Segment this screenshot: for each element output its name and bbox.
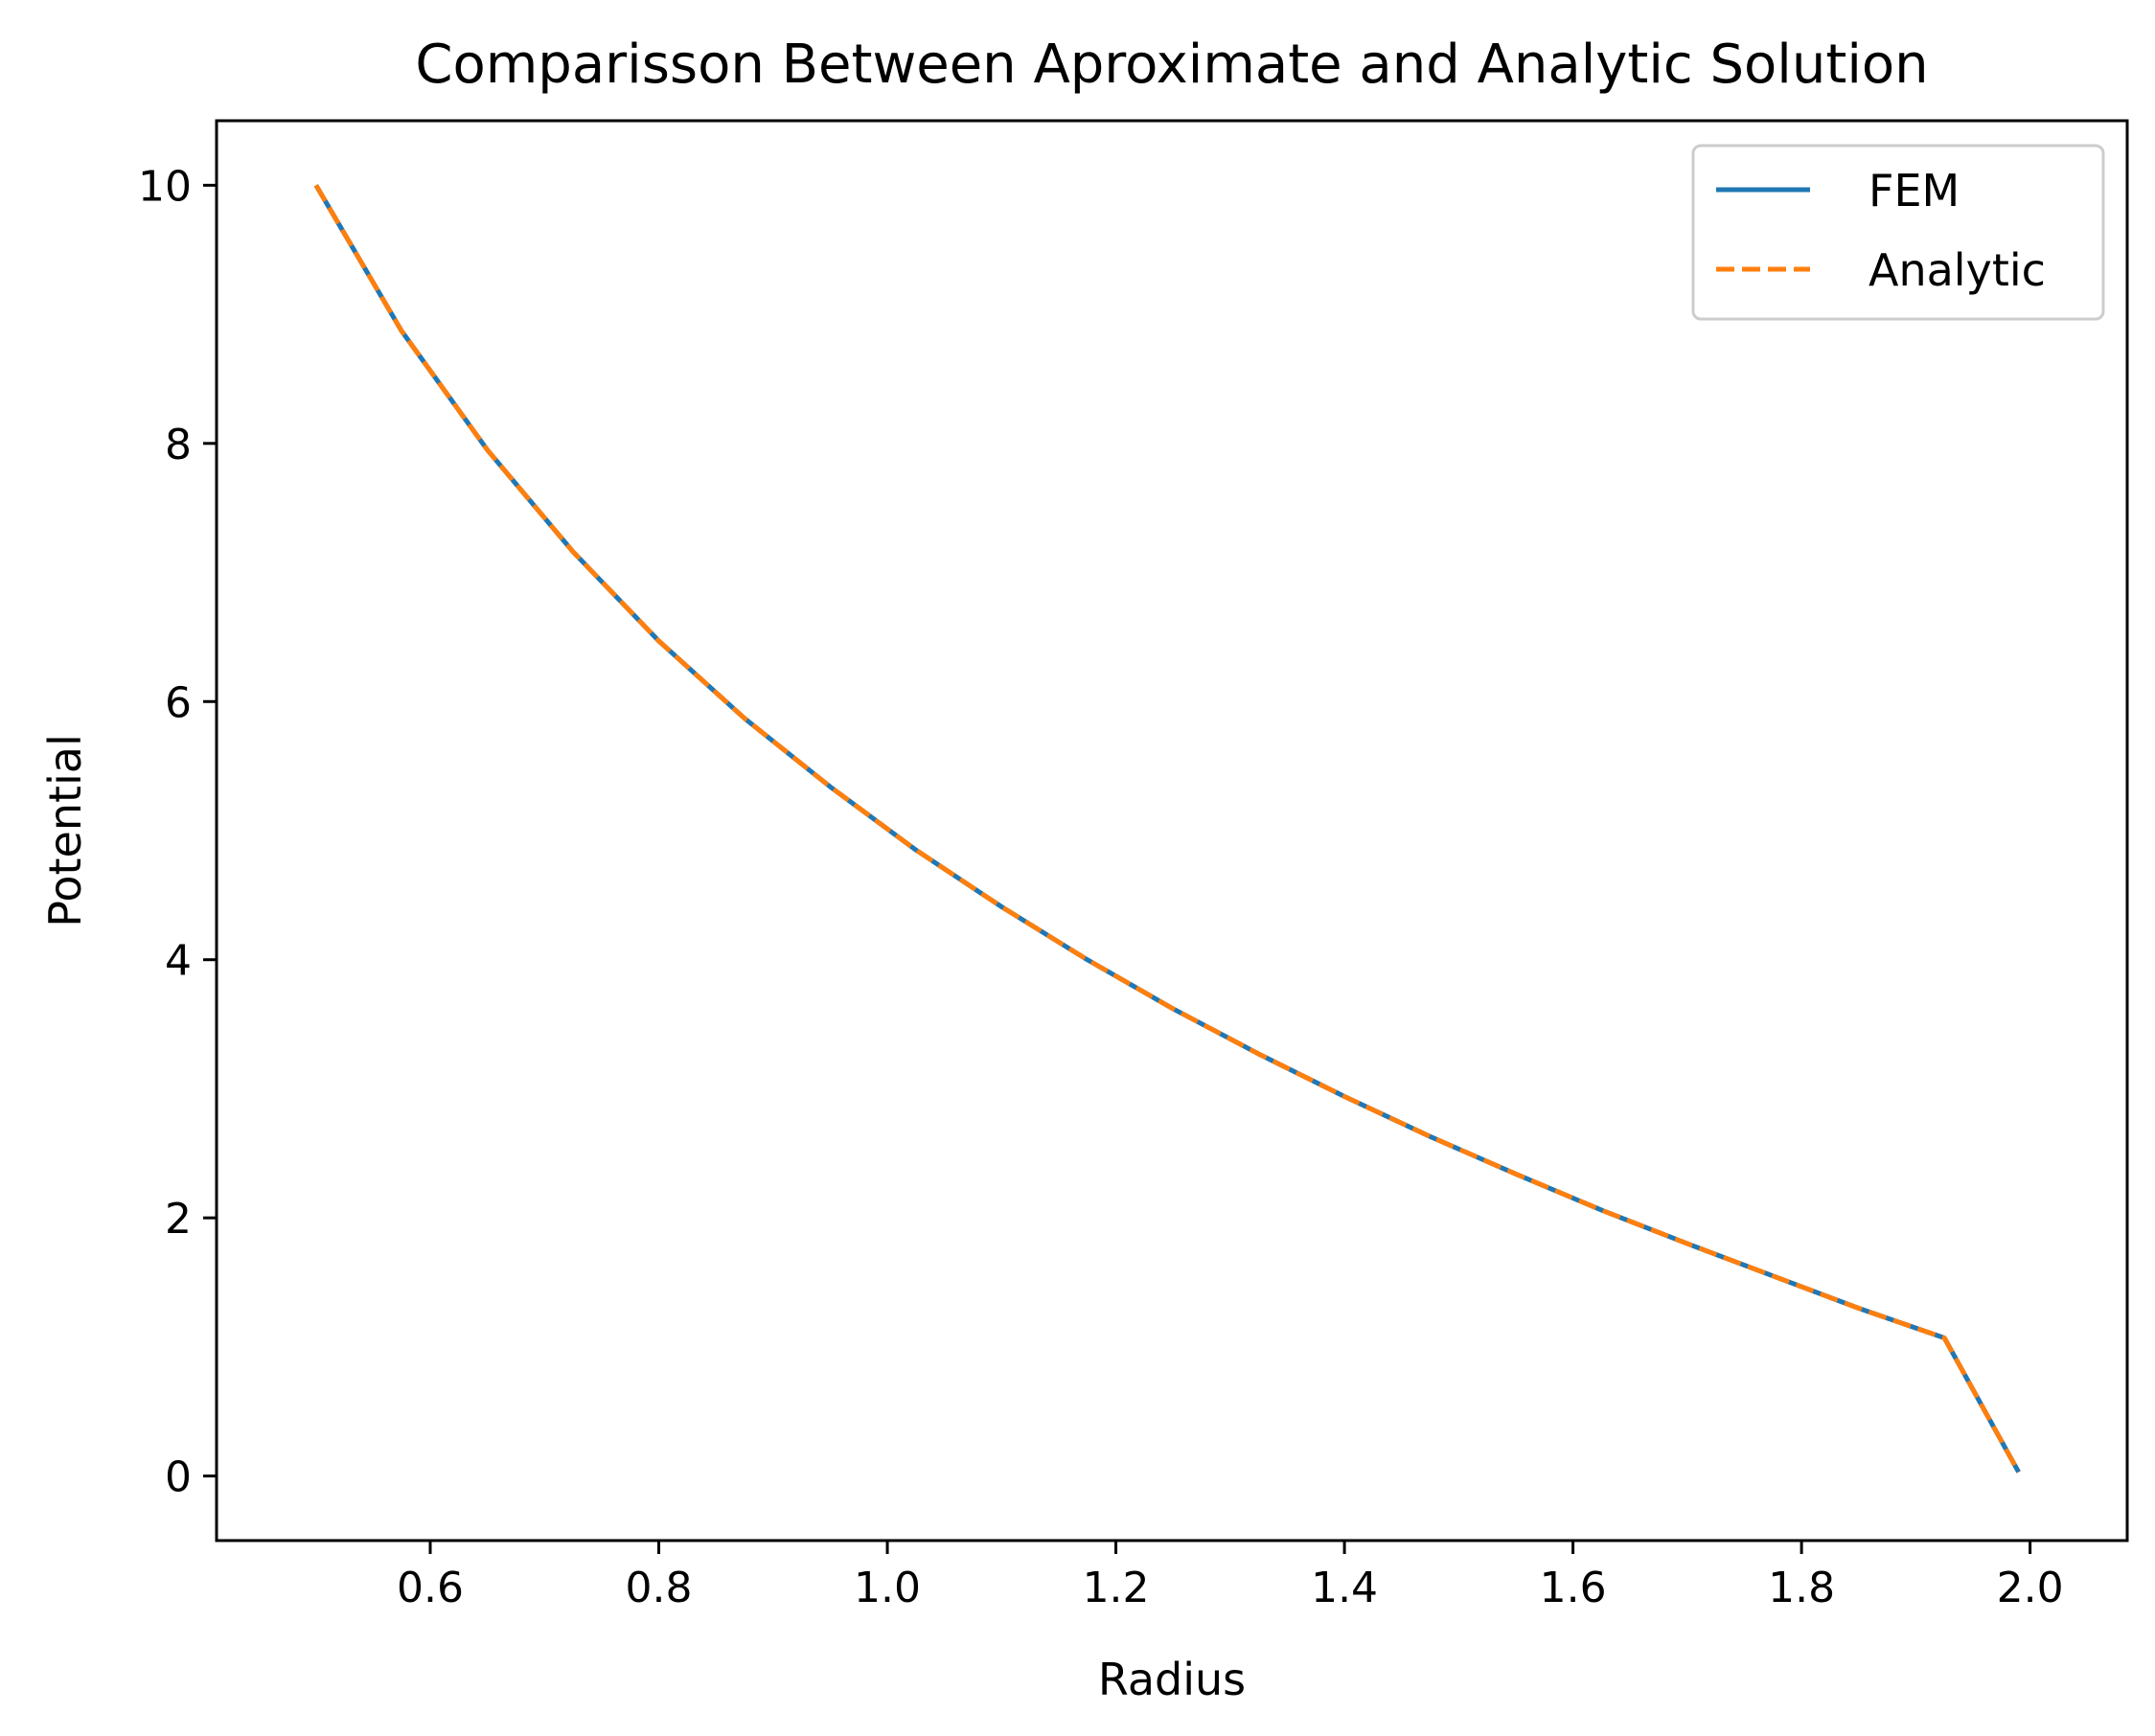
series-line-analytic	[313, 184, 2021, 1473]
y-tick-label: 0	[165, 1453, 192, 1502]
x-tick-label: 0.6	[397, 1564, 464, 1612]
x-tick-label: 1.0	[854, 1564, 921, 1612]
y-tick-label: 2	[165, 1195, 192, 1244]
series-layer	[313, 184, 2021, 1473]
x-tick-label: 0.8	[626, 1564, 693, 1612]
y-axis: 0 2 4 6 8 10	[138, 162, 217, 1502]
y-axis-label: Potential	[39, 734, 91, 927]
y-tick-label: 8	[165, 421, 192, 469]
x-tick-label: 1.4	[1311, 1564, 1378, 1612]
x-tick-label: 1.2	[1083, 1564, 1150, 1612]
x-tick-label: 1.8	[1768, 1564, 1835, 1612]
legend-label-analytic: Analytic	[1868, 244, 2046, 296]
x-axis: 0.6 0.8 1.0 1.2 1.4 1.6 1.8 2.0	[397, 1541, 2064, 1612]
y-tick-label: 4	[165, 937, 192, 986]
legend: FEM Analytic	[1691, 144, 2105, 321]
y-tick-label: 10	[138, 162, 192, 211]
y-tick-label: 6	[165, 678, 192, 727]
x-axis-label: Radius	[1098, 1654, 1246, 1705]
plot-area	[215, 119, 2129, 1542]
legend-label-fem: FEM	[1868, 165, 1960, 217]
x-tick-label: 2.0	[1997, 1564, 2064, 1612]
chart-title: Comparisson Between Aproximate and Analy…	[415, 34, 1928, 96]
x-tick-label: 1.6	[1540, 1564, 1607, 1612]
plot-frame	[215, 119, 2129, 1542]
